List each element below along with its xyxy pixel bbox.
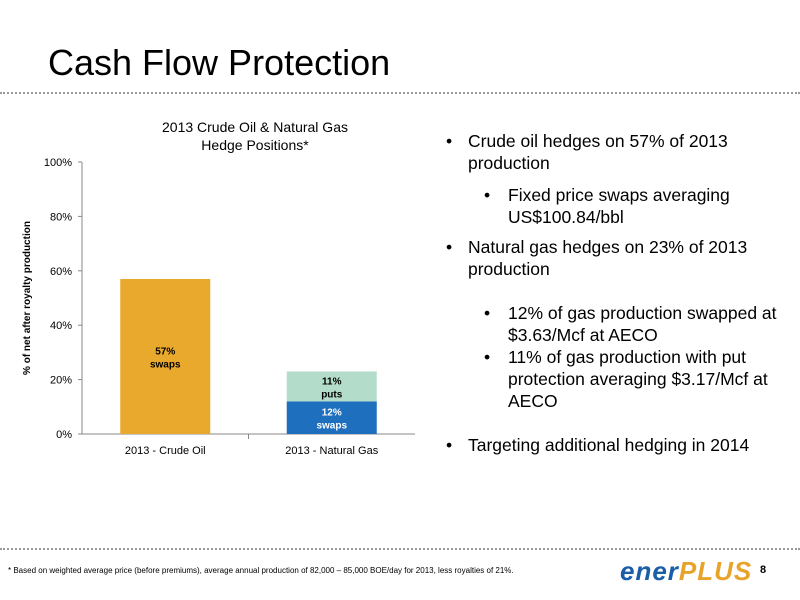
bullet-item: Crude oil hedges on 57% of 2013 producti… xyxy=(440,130,790,174)
chart-title-line1: 2013 Crude Oil & Natural Gas xyxy=(162,119,348,135)
bar-segment xyxy=(120,278,211,434)
data-label-value: 57% xyxy=(155,346,175,357)
logo-text-ener: ener xyxy=(620,556,679,586)
x-tick-label: 2013 - Natural Gas xyxy=(285,445,378,457)
sub-bullet-item: Fixed price swaps averaging US$100.84/bb… xyxy=(440,184,790,228)
bullet-item: Targeting additional hedging in 2014 xyxy=(440,434,790,456)
chart-plot: 0% 20% 40% 60% 80% 100% % of net after royalty… xyxy=(22,157,415,457)
sub-bullet-item: 11% of gas production with put protectio… xyxy=(440,346,790,412)
data-label-kind: swaps xyxy=(316,421,347,432)
hedge-chart: 2013 Crude Oil & Natural Gas Hedge Posit… xyxy=(0,110,420,470)
enerplus-logo: enerPLUS xyxy=(620,556,752,587)
sub-bullet-item: 12% of gas production swapped at $3.63/M… xyxy=(440,302,790,346)
page-number: 8 xyxy=(760,564,767,576)
y-axis-label: % of net after royalty production xyxy=(22,221,33,375)
page-title: Cash Flow Protection xyxy=(48,42,391,83)
bullet-item: Natural gas hedges on 23% of 2013 produc… xyxy=(440,236,790,280)
title-divider xyxy=(0,92,800,94)
y-tick-label: 20% xyxy=(50,375,72,387)
x-tick-label: 2013 - Crude Oil xyxy=(125,445,206,457)
logo-text-plus: PLUS xyxy=(678,556,753,586)
y-tick-label: 0% xyxy=(56,429,72,441)
chart-title-line2: Hedge Positions* xyxy=(201,137,309,153)
bullet-list: Crude oil hedges on 57% of 2013 producti… xyxy=(440,130,790,456)
y-tick-label: 80% xyxy=(50,211,72,223)
data-label-kind: puts xyxy=(321,389,343,400)
bar-segment xyxy=(286,371,377,402)
footnote: * Based on weighted average price (befor… xyxy=(8,566,514,575)
chart-title: 2013 Crude Oil & Natural Gas Hedge Posit… xyxy=(110,118,400,154)
y-tick-label: 40% xyxy=(50,320,72,332)
data-label-kind: swaps xyxy=(150,359,181,370)
y-tick-label: 100% xyxy=(44,157,72,169)
y-tick-label: 60% xyxy=(50,266,72,278)
data-label-value: 12% xyxy=(322,408,342,419)
data-label-value: 11% xyxy=(322,376,342,387)
bar-segment xyxy=(286,401,377,434)
footer-divider xyxy=(0,548,800,550)
